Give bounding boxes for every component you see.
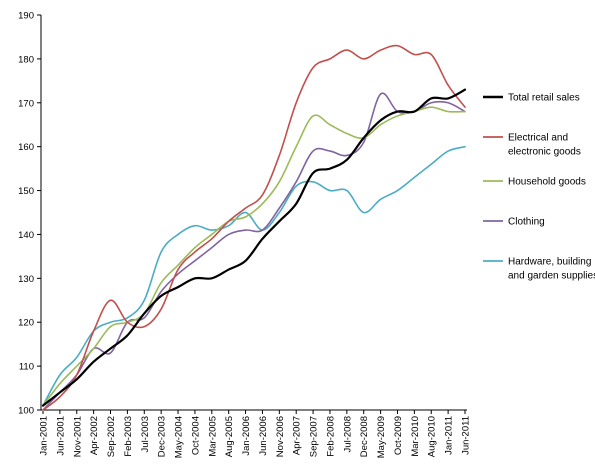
y-tick-label: 160 [18, 142, 34, 153]
x-tick-label: Apr-2007 [292, 416, 303, 455]
y-tick-label: 100 [18, 406, 34, 417]
x-tick-label: Mar-2005 [207, 416, 218, 457]
x-tick-label: Aug-2010 [427, 416, 438, 457]
x-tick-label: Jan-2006 [241, 416, 252, 456]
x-tick-label: Jun-2006 [258, 416, 269, 456]
x-tick-label: Apr-2002 [89, 416, 100, 455]
series-line-1 [41, 88, 467, 407]
series-line-3 [42, 106, 466, 407]
x-tick-label: Oct-2004 [190, 416, 201, 455]
y-tick-label: 180 [18, 54, 34, 65]
chart-series [41, 44, 467, 411]
x-tick-label: Jun-2011 [461, 416, 472, 455]
y-tick-label: 140 [18, 230, 34, 241]
x-tick-label: Nov-2001 [72, 416, 83, 457]
x-tick-label: Aug-2005 [224, 416, 235, 457]
series-line-2 [42, 44, 466, 411]
legend-label: Hardware, building [508, 257, 591, 268]
x-tick-label: May-2009 [376, 416, 387, 458]
x-tick-label: Feb-2003 [123, 416, 134, 457]
x-tick-label: Mar-2010 [410, 416, 421, 457]
legend-label: Electrical and [508, 133, 568, 144]
y-tick-label: 190 [18, 11, 34, 22]
y-tick-label: 120 [18, 318, 34, 329]
y-axis-ticks: 100 110 120 130 140 150 160 170 180 190 [18, 11, 41, 417]
x-tick-label: Sep-2002 [106, 416, 117, 457]
legend-label: Clothing [508, 217, 545, 228]
y-tick-label: 130 [18, 274, 34, 285]
x-tick-label: Jan-2001 [39, 416, 50, 456]
x-tick-label: Jul-2008 [342, 416, 353, 452]
y-tick-label: 110 [19, 362, 34, 373]
x-tick-label: Feb-2008 [325, 416, 336, 457]
x-tick-label: Dec-2008 [359, 416, 370, 457]
series-line-4 [42, 92, 466, 411]
x-axis-ticks: Jan-2001 Jun-2001 Nov-2001 Apr-2002 Sep-2002… [39, 410, 472, 458]
x-tick-label: Jun-2001 [55, 416, 66, 456]
legend-label: electronic goods [508, 147, 581, 158]
legend-label: Total retail sales [508, 93, 580, 104]
x-tick-label: Dec-2003 [157, 416, 168, 457]
x-tick-label: Sep-2007 [309, 416, 320, 457]
chart-axes [40, 15, 467, 411]
chart-legend: Total retail sales Electrical and electron… [483, 93, 595, 282]
y-tick-label: 170 [18, 98, 34, 109]
x-tick-label: Jan-2011 [444, 416, 455, 455]
legend-label: and garden supplies [508, 271, 595, 282]
legend-label: Household goods [508, 177, 586, 188]
x-tick-label: Nov-2006 [275, 416, 286, 457]
x-tick-label: May-2004 [174, 416, 185, 458]
x-tick-label: Jul-2003 [140, 416, 151, 452]
y-tick-label: 150 [18, 186, 34, 197]
series-line-5 [42, 145, 466, 407]
x-tick-label: Oct-2009 [393, 416, 404, 455]
